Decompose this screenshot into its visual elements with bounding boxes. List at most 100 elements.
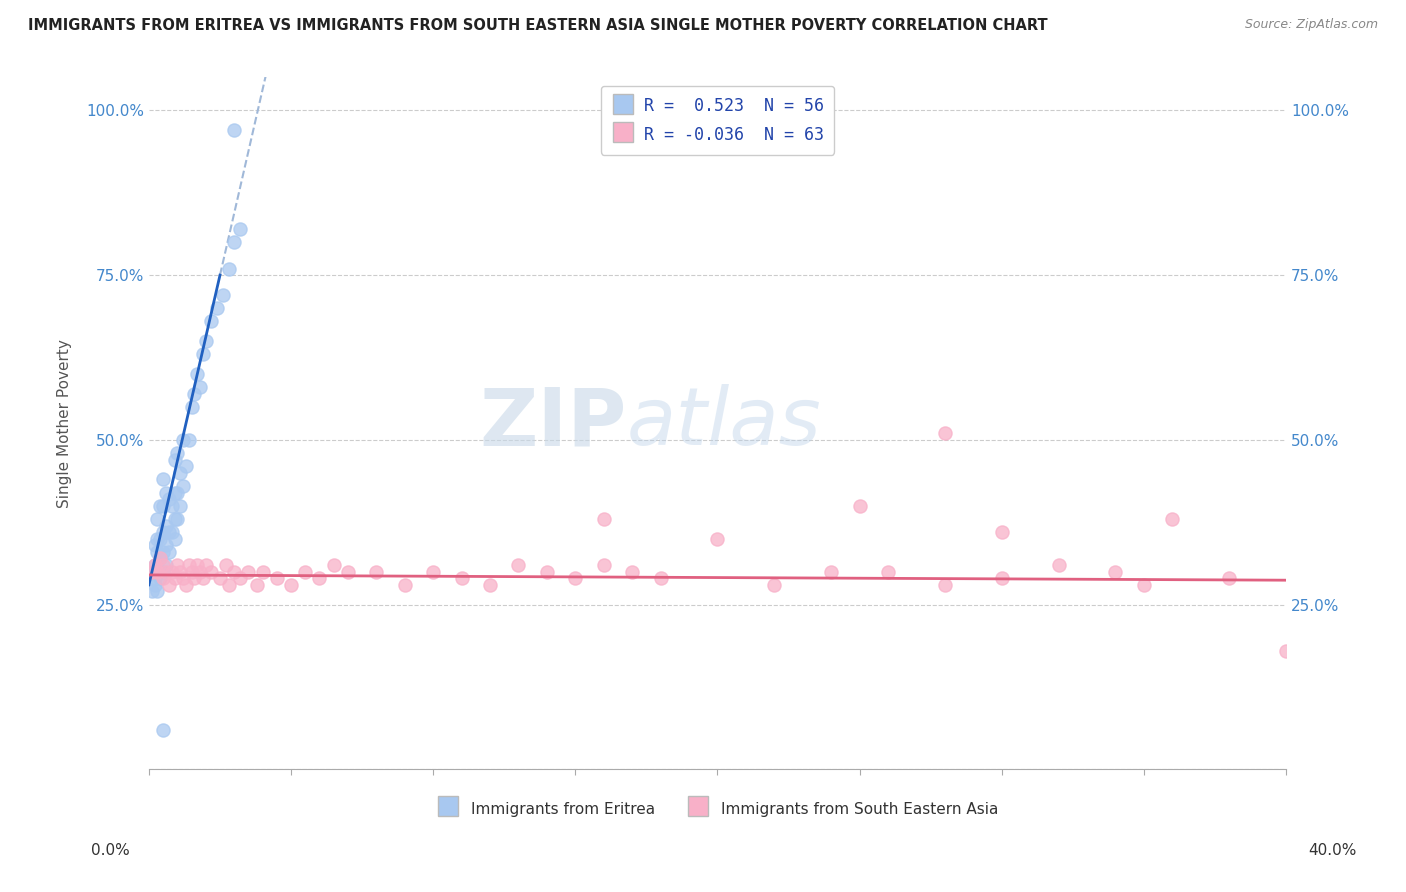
Point	[820, 565, 842, 579]
Point	[172, 433, 194, 447]
Point	[183, 386, 205, 401]
Point	[174, 578, 197, 592]
Point	[848, 499, 870, 513]
Point	[308, 571, 330, 585]
Point	[592, 512, 614, 526]
Point	[141, 565, 163, 579]
Point	[163, 532, 186, 546]
Point	[160, 565, 183, 579]
Point	[183, 571, 205, 585]
Point	[146, 512, 169, 526]
Point	[266, 571, 288, 585]
Point	[157, 492, 180, 507]
Point	[155, 485, 177, 500]
Point	[188, 380, 211, 394]
Point	[536, 565, 558, 579]
Point	[146, 565, 169, 579]
Point	[169, 565, 191, 579]
Legend: Immigrants from Eritrea, Immigrants from South Eastern Asia: Immigrants from Eritrea, Immigrants from…	[430, 793, 1005, 824]
Point	[163, 485, 186, 500]
Point	[191, 347, 214, 361]
Point	[157, 578, 180, 592]
Point	[706, 532, 728, 546]
Point	[1047, 558, 1070, 572]
Point	[186, 367, 208, 381]
Point	[155, 558, 177, 572]
Point	[763, 578, 786, 592]
Point	[152, 558, 174, 572]
Point	[177, 558, 200, 572]
Point	[650, 571, 672, 585]
Point	[155, 538, 177, 552]
Text: IMMIGRANTS FROM ERITREA VS IMMIGRANTS FROM SOUTH EASTERN ASIA SINGLE MOTHER POVE: IMMIGRANTS FROM ERITREA VS IMMIGRANTS FR…	[28, 18, 1047, 33]
Point	[180, 400, 202, 414]
Text: 0.0%: 0.0%	[91, 843, 131, 858]
Point	[166, 446, 188, 460]
Point	[152, 565, 174, 579]
Point	[215, 558, 238, 572]
Point	[294, 565, 316, 579]
Point	[229, 222, 252, 236]
Point	[172, 571, 194, 585]
Point	[508, 558, 530, 572]
Point	[322, 558, 344, 572]
Point	[152, 723, 174, 737]
Point	[172, 479, 194, 493]
Point	[238, 565, 260, 579]
Point	[141, 584, 163, 599]
Point	[155, 518, 177, 533]
Point	[166, 512, 188, 526]
Point	[218, 578, 240, 592]
Point	[149, 532, 172, 546]
Point	[191, 571, 214, 585]
Point	[149, 571, 172, 585]
Point	[141, 565, 163, 579]
Point	[146, 532, 169, 546]
Point	[180, 565, 202, 579]
Point	[152, 499, 174, 513]
Point	[621, 565, 644, 579]
Point	[592, 558, 614, 572]
Point	[166, 485, 188, 500]
Point	[208, 571, 231, 585]
Point	[194, 558, 217, 572]
Point	[160, 499, 183, 513]
Point	[450, 571, 472, 585]
Text: Source: ZipAtlas.com: Source: ZipAtlas.com	[1244, 18, 1378, 31]
Point	[149, 551, 172, 566]
Point	[188, 565, 211, 579]
Point	[394, 578, 416, 592]
Point	[152, 472, 174, 486]
Point	[229, 571, 252, 585]
Point	[186, 558, 208, 572]
Point	[366, 565, 388, 579]
Point	[163, 571, 186, 585]
Point	[169, 466, 191, 480]
Point	[224, 235, 246, 249]
Point	[205, 301, 228, 315]
Point	[224, 565, 246, 579]
Point	[218, 261, 240, 276]
Y-axis label: Single Mother Poverty: Single Mother Poverty	[58, 339, 72, 508]
Point	[1133, 578, 1156, 592]
Point	[1275, 643, 1298, 657]
Point	[166, 558, 188, 572]
Point	[990, 525, 1012, 540]
Point	[146, 545, 169, 559]
Text: atlas: atlas	[627, 384, 821, 462]
Text: ZIP: ZIP	[479, 384, 627, 462]
Point	[934, 578, 956, 592]
Point	[177, 433, 200, 447]
Point	[336, 565, 359, 579]
Point	[224, 123, 246, 137]
Point	[246, 578, 269, 592]
Point	[157, 545, 180, 559]
Point	[163, 512, 186, 526]
Point	[143, 558, 166, 572]
Point	[152, 571, 174, 585]
Point	[564, 571, 586, 585]
Point	[169, 499, 191, 513]
Point	[280, 578, 302, 592]
Point	[1218, 571, 1240, 585]
Point	[143, 558, 166, 572]
